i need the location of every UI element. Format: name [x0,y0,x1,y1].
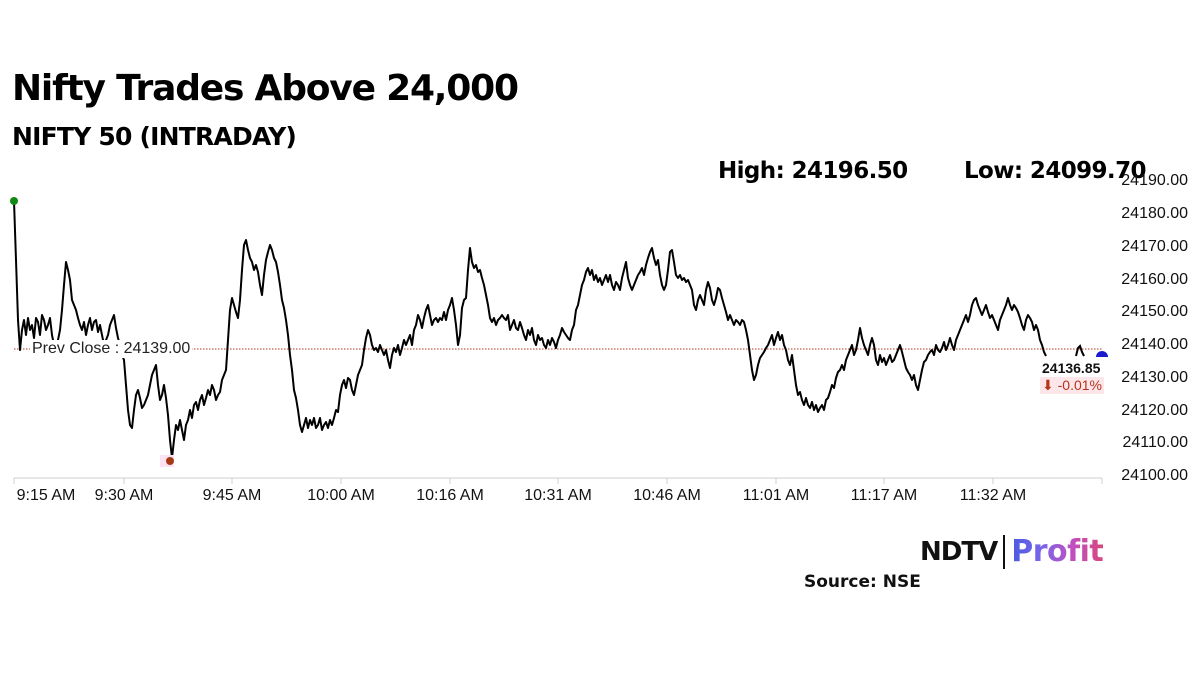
y-tick-label: 24100.00 [1121,467,1188,484]
y-tick-label: 24130.00 [1121,368,1188,386]
x-tick-label: 11:17 AM [850,487,918,504]
logo-profit-text: Profit [1011,534,1104,569]
low-label: Low: 24099.70 [964,158,1146,184]
prev-close-label: Prev Close : 24139.00 [30,340,193,358]
y-tick-label: 24180.00 [1121,205,1188,222]
y-tick-label: 24120.00 [1121,401,1188,419]
y-tick-label: 24150.00 [1121,303,1188,321]
logo-ndtv-text: NDTV [920,536,998,567]
x-tick-label: 10:00 AM [307,487,375,504]
x-tick-label: 10:31 AM [524,487,592,504]
price-line-tail [1075,344,1085,357]
logo-separator [1003,534,1006,569]
chart-subtitle: NIFTY 50 (INTRADAY) [12,122,297,151]
change-percent-badge: ⬇ -0.01% [1040,377,1104,394]
y-tick-label: 24170.00 [1121,237,1188,255]
low-marker [166,457,174,465]
y-tick-label: 24110.00 [1122,434,1188,452]
x-tick-label: 11:01 AM [742,487,810,504]
price-line [13,200,1047,459]
open-high-marker [10,197,18,205]
x-axis-ticks [13,478,1103,484]
x-tick-label: 9:15 AM [16,487,76,504]
source-note: Source: NSE [804,572,921,592]
x-tick-label: 9:45 AM [202,487,262,504]
page-title: Nifty Trades Above 24,000 [12,68,519,109]
ndtv-profit-logo: NDTV Profit [920,534,1104,569]
last-value-label: 24136.85 [1042,360,1101,376]
high-label: High: 24196.50 [718,158,908,184]
x-tick-label: 9:30 AM [94,487,154,504]
y-tick-label: 24160.00 [1121,270,1188,288]
x-tick-label: 11:32 AM [959,487,1027,504]
x-tick-label: 10:16 AM [416,487,484,504]
x-tick-label: 10:46 AM [633,487,701,504]
last-value-marker [1096,351,1108,357]
y-tick-label: 24190.00 [1121,172,1188,190]
y-tick-label: 24140.00 [1121,336,1188,353]
